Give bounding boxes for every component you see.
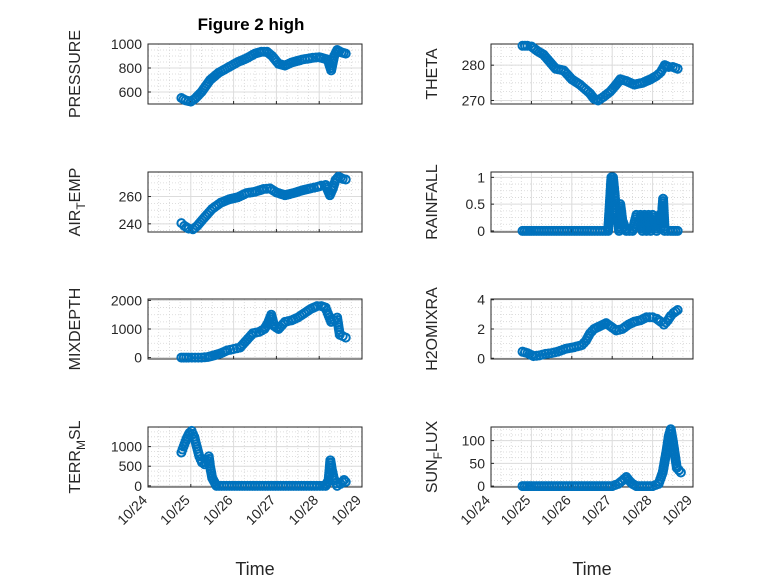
axes-box (490, 426, 694, 488)
y-tick-label: 0 (134, 350, 142, 366)
data-point (340, 48, 351, 59)
y-axis-label: H2OMIXRA (424, 287, 441, 371)
y-tick-label: 260 (119, 189, 143, 205)
axes-box (147, 426, 363, 488)
y-tick-label: 0 (477, 478, 485, 494)
x-tick-label: 10/28 (619, 492, 655, 528)
data-point (672, 225, 683, 236)
y-axis-label: THETA (424, 48, 441, 100)
y-tick-label: 0.5 (466, 196, 486, 212)
data-point (675, 467, 686, 478)
data-point (672, 304, 683, 315)
x-tick-label: 10/25 (157, 492, 193, 528)
axes-box (147, 298, 363, 360)
y-tick-label: 1000 (111, 321, 142, 337)
y-axis-label: TERRMSL (67, 420, 88, 493)
axes-box (147, 43, 363, 105)
axes-box (490, 298, 694, 360)
x-tick-label: 10/28 (285, 492, 321, 528)
data-point (339, 474, 350, 485)
y-tick-label: 50 (469, 455, 485, 471)
y-tick-label: 240 (119, 216, 143, 232)
y-tick-label: 2000 (111, 292, 142, 308)
x-tick-label: 10/26 (538, 492, 574, 528)
data-point (278, 318, 289, 329)
y-tick-label: 4 (477, 292, 485, 308)
y-tick-label: 270 (462, 92, 486, 108)
axes-box (147, 171, 363, 233)
y-tick-label: 800 (119, 60, 143, 76)
data-point (337, 476, 348, 487)
panel-sun-flux: 0 50 100 SUNFLUX 10/24 10/25 10/26 10/27 10/28 10… (424, 421, 695, 579)
axes-box (490, 171, 694, 233)
y-tick-label: 280 (462, 57, 486, 73)
panel-h2omixra: 0 2 4 H2OMIXRA (424, 287, 694, 371)
y-axis-label: AIRTEMP (67, 168, 88, 237)
data-point (340, 174, 351, 185)
x-tick-label: 10/24 (457, 492, 493, 528)
data-point (663, 61, 674, 72)
x-tick-label: 10/27 (578, 492, 614, 528)
y-axis-label: MIXDEPTH (67, 288, 84, 371)
x-tick-label: 10/29 (328, 492, 364, 528)
data-point (340, 332, 351, 343)
data-point (193, 352, 204, 363)
data-point (186, 352, 197, 363)
data-series (517, 40, 683, 106)
data-series (176, 171, 351, 235)
panel-terr-msl: 0 500 1000 TERRMSL 10/24 10/25 10/26 10/27 10/28… (67, 420, 364, 579)
x-tick-label: 10/26 (200, 492, 236, 528)
data-series (517, 172, 683, 236)
data-point (183, 352, 194, 363)
x-tick-label: 10/27 (242, 492, 278, 528)
y-tick-label: 2 (477, 321, 485, 337)
panel-rainfall: 0 0.5 1 RAINFALL (424, 164, 694, 240)
y-tick-label: 100 (462, 433, 486, 449)
y-axis-label: RAINFALL (424, 164, 441, 240)
panel-mixdepth: 0 1000 2000 MIXDEPTH (67, 288, 363, 371)
data-point (641, 312, 652, 323)
y-tick-label: 1000 (111, 36, 142, 52)
data-point (246, 330, 257, 341)
data-point (673, 465, 684, 476)
figure-title: Figure 2 high (198, 15, 305, 34)
data-point (340, 476, 351, 487)
data-point (522, 40, 533, 51)
y-tick-label: 1 (477, 169, 485, 185)
panel-theta: 270 280 THETA (424, 40, 694, 108)
y-tick-label: 0 (477, 223, 485, 239)
y-axis-label: SUNFLUX (424, 421, 445, 494)
data-series (176, 425, 351, 491)
x-axis-label: Time (572, 559, 611, 579)
y-tick-label: 0 (134, 478, 142, 494)
x-axis-label: Time (235, 559, 274, 579)
y-tick-label: 1000 (111, 439, 142, 455)
panel-pressure: 600 800 1000 PRESSURE (67, 30, 363, 118)
panel-air-temp: 240 260 AIRTEMP (67, 168, 363, 237)
y-tick-label: 0 (477, 350, 485, 366)
data-point (190, 352, 201, 363)
y-tick-label: 600 (119, 84, 143, 100)
data-point (672, 63, 683, 74)
data-series (176, 45, 351, 107)
y-tick-label: 500 (119, 458, 143, 474)
data-series (517, 304, 683, 362)
y-axis-label: PRESSURE (67, 30, 84, 118)
data-point (183, 223, 194, 234)
x-tick-label: 10/25 (497, 492, 533, 528)
data-series (176, 301, 351, 363)
x-tick-label: 10/24 (114, 492, 150, 528)
axes-box (490, 43, 694, 105)
data-series (517, 424, 686, 491)
x-tick-label: 10/29 (659, 492, 695, 528)
